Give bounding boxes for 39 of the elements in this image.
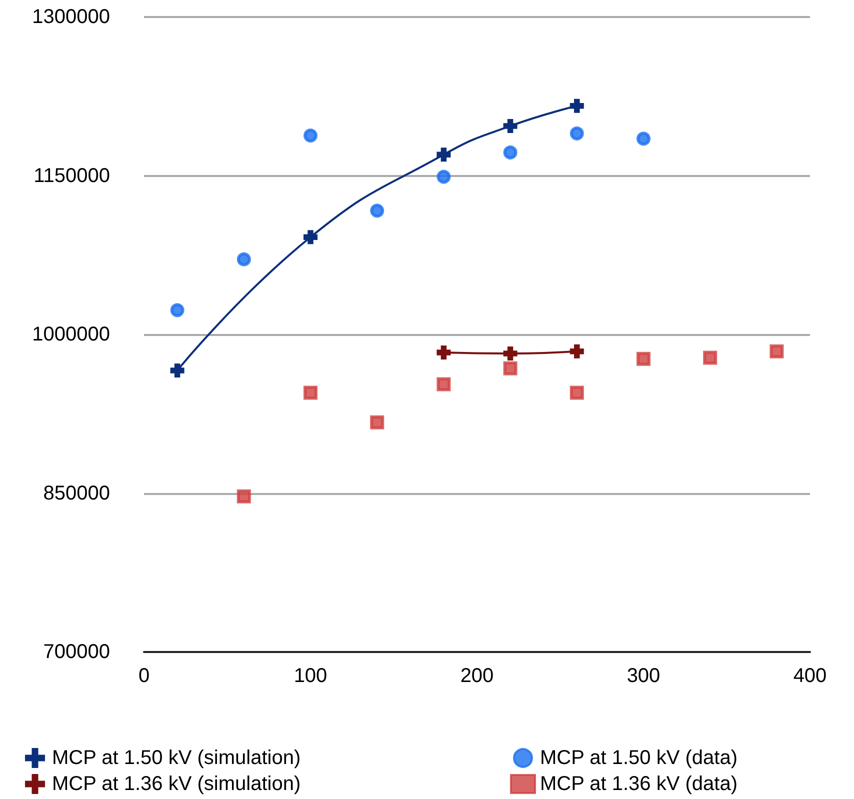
point [636, 132, 650, 146]
x-tick-label: 400 [793, 665, 827, 687]
point [370, 415, 384, 430]
point [503, 119, 518, 134]
point [636, 352, 650, 366]
point [436, 345, 451, 360]
point [503, 346, 518, 361]
point [570, 98, 584, 113]
point [703, 350, 718, 365]
legend-label: MCP at 1.50 kV (simulation) [52, 747, 301, 769]
point [170, 303, 184, 318]
point [436, 170, 451, 184]
x-tick-label: 300 [626, 665, 660, 687]
point [304, 230, 318, 244]
y-tick-label: 1300000 [32, 6, 110, 28]
point [570, 344, 584, 358]
x-tick-label: 200 [460, 665, 494, 687]
legend-label: MCP at 1.36 kV (data) [540, 773, 738, 795]
point [570, 126, 584, 140]
point [503, 145, 518, 160]
point [304, 128, 318, 143]
legend-label: MCP at 1.36 kV (simulation) [52, 773, 301, 795]
y-tick-label: 1000000 [32, 324, 110, 346]
point [570, 386, 584, 400]
point [370, 204, 384, 218]
point [236, 489, 251, 504]
y-tick-label: 850000 [43, 482, 110, 504]
x-tick-label: 0 [138, 665, 150, 687]
legend-label: MCP at 1.50 kV (data) [540, 747, 738, 769]
x-tick-label: 100 [294, 665, 328, 687]
y-tick-label: 700000 [43, 641, 110, 663]
point [304, 386, 318, 400]
y-tick-label: 1150000 [34, 164, 110, 187]
point [436, 377, 451, 392]
point [770, 344, 784, 358]
point [170, 363, 184, 378]
point [236, 252, 251, 266]
point [436, 148, 451, 162]
point [503, 361, 518, 376]
